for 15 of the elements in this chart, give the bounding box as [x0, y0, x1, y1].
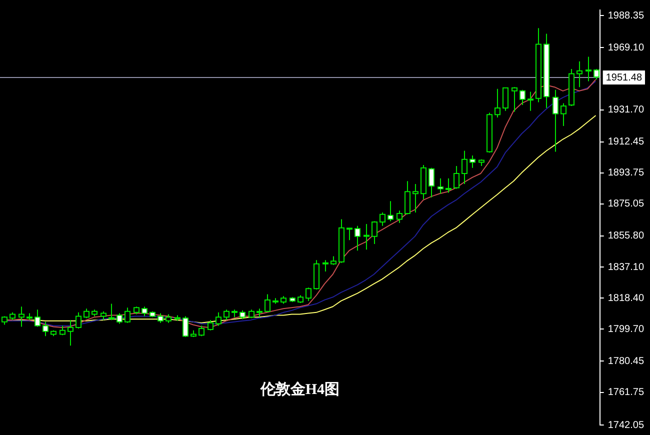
y-tick-label: 1969.10 — [608, 42, 644, 54]
y-tick-label: 1742.05 — [608, 420, 644, 431]
y-tick-label: 1837.10 — [608, 262, 644, 273]
y-tick-label: 1893.75 — [608, 168, 644, 179]
y-tick-label: 1912.45 — [608, 136, 644, 148]
y-tick-label: 1875.05 — [608, 198, 644, 210]
y-tick-label: 1780.45 — [608, 356, 644, 367]
y-tick-label: 1761.75 — [608, 387, 644, 398]
text: 伦敦金H4图 — [259, 380, 340, 398]
y-tick-label: 1799.70 — [608, 324, 644, 335]
ref-line-label: 1951.48 — [606, 72, 642, 84]
y-tick-label: 1931.70 — [608, 104, 644, 116]
y-tick-label: 1988.35 — [608, 10, 644, 22]
y-tick-label: 1818.40 — [608, 292, 644, 304]
y-tick-label: 1855.80 — [608, 230, 644, 242]
